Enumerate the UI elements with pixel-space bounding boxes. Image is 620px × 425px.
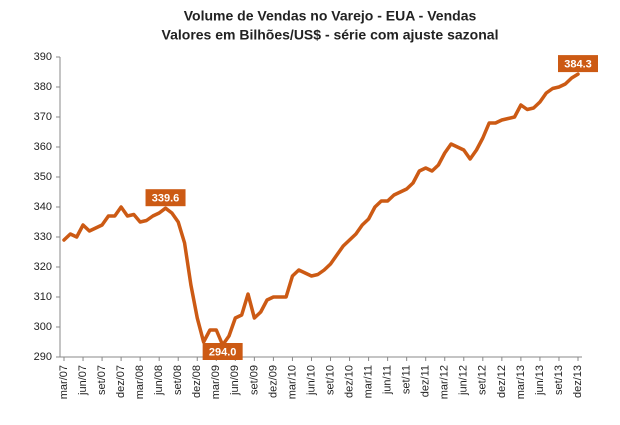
- x-tick-label: jun/09: [229, 365, 241, 396]
- x-tick-label: jun/10: [305, 365, 317, 396]
- x-tick-label: mar/10: [286, 365, 298, 399]
- x-tick-label: mar/09: [210, 365, 222, 399]
- y-tick-label: 300: [34, 321, 52, 333]
- y-tick-label: 330: [34, 231, 52, 243]
- x-tick-label: set/12: [477, 365, 489, 395]
- x-tick-label: dez/11: [420, 365, 432, 397]
- x-tick-label: set/10: [324, 365, 336, 395]
- chart-title: Volume de Vendas no Varejo - EUA - Venda…: [184, 8, 477, 24]
- chart-subtitle: Valores em Bilhões/US$ - série com ajust…: [162, 27, 499, 43]
- x-tick-label: dez/12: [496, 365, 508, 398]
- x-tick-label: set/07: [96, 365, 108, 395]
- x-tick-label: mar/07: [58, 365, 70, 399]
- x-tick-label: mar/12: [439, 365, 451, 399]
- x-tick-label: jun/07: [77, 365, 89, 396]
- x-tick-label: mar/08: [134, 365, 146, 399]
- x-tick-label: jun/12: [458, 365, 470, 396]
- x-tick-label: dez/09: [267, 365, 279, 398]
- label-box: [145, 189, 186, 207]
- x-tick-label: dez/08: [191, 365, 203, 398]
- y-tick-label: 320: [34, 261, 52, 273]
- x-tick-label: set/13: [553, 365, 565, 395]
- label-box: [202, 343, 243, 360]
- x-tick-label: set/09: [248, 365, 260, 395]
- y-tick-label: 310: [34, 291, 52, 303]
- x-tick-label: dez/07: [115, 365, 127, 398]
- x-tick-label: jun/08: [153, 365, 165, 396]
- y-tick-label: 380: [34, 81, 52, 93]
- x-tick-label: jun/13: [534, 365, 546, 396]
- x-tick-label: mar/13: [515, 365, 527, 399]
- x-tick-label: dez/10: [343, 365, 355, 398]
- y-tick-label: 370: [34, 111, 52, 123]
- y-tick-label: 360: [34, 141, 52, 153]
- y-tick-label: 290: [34, 351, 52, 363]
- series-line: [62, 72, 580, 347]
- x-tick-label: set/11: [401, 365, 413, 394]
- x-tick-label: set/08: [172, 365, 184, 395]
- y-tick-label: 340: [34, 201, 52, 213]
- data-label: 339.6: [152, 193, 180, 205]
- y-tick-label: 350: [34, 171, 52, 183]
- x-tick-label: dez/13: [572, 365, 584, 398]
- data-label: 384.3: [564, 59, 592, 71]
- y-tick-label: 390: [34, 51, 52, 63]
- x-tick-label: mar/11: [362, 365, 374, 398]
- data-label: 294.0: [209, 346, 237, 358]
- x-tick-label: jun/11: [382, 365, 394, 395]
- label-box: [558, 55, 598, 73]
